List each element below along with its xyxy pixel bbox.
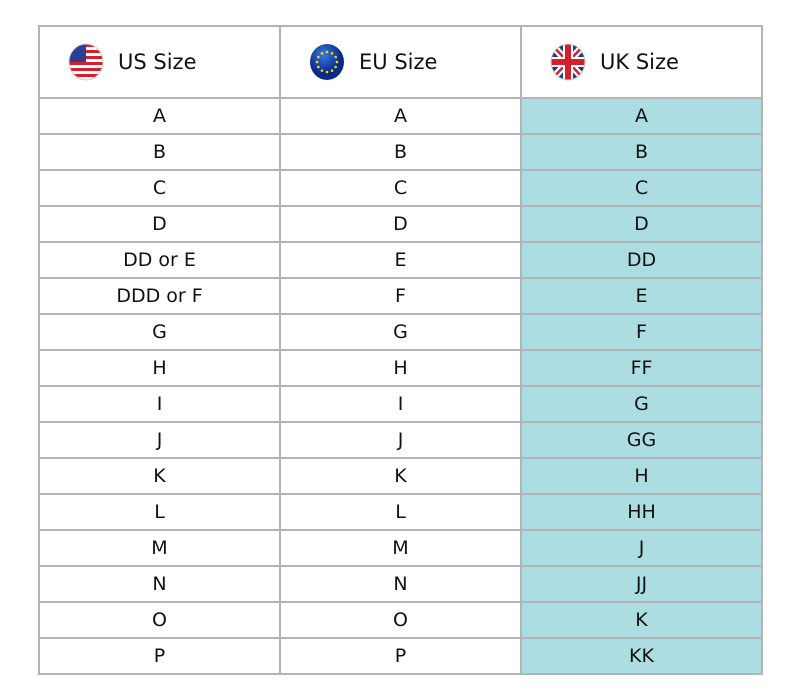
table-row: H H FF xyxy=(38,349,763,387)
eu-size-cell: P xyxy=(279,637,522,675)
eu-size-cell: F xyxy=(279,277,522,315)
eu-size-cell: A xyxy=(279,97,522,135)
table-row: N N JJ xyxy=(38,565,763,603)
us-size-cell: L xyxy=(38,493,281,531)
uk-size-cell: G xyxy=(520,385,763,423)
header-row: US Size EU Size xyxy=(38,25,763,99)
us-size-cell: D xyxy=(38,205,281,243)
us-size-cell: C xyxy=(38,169,281,207)
uk-size-cell: F xyxy=(520,313,763,351)
us-size-cell: DDD or F xyxy=(38,277,281,315)
us-size-cell: O xyxy=(38,601,281,639)
us-size-cell: I xyxy=(38,385,281,423)
uk-size-cell: B xyxy=(520,133,763,171)
eu-size-cell: O xyxy=(279,601,522,639)
uk-size-cell: FF xyxy=(520,349,763,387)
uk-size-cell: H xyxy=(520,457,763,495)
us-size-cell: A xyxy=(38,97,281,135)
us-size-cell: P xyxy=(38,637,281,675)
eu-size-cell: G xyxy=(279,313,522,351)
eu-size-cell: L xyxy=(279,493,522,531)
eu-size-cell: E xyxy=(279,241,522,279)
us-size-cell: J xyxy=(38,421,281,459)
uk-size-cell: GG xyxy=(520,421,763,459)
us-size-cell: N xyxy=(38,565,281,603)
uk-size-cell: JJ xyxy=(520,565,763,603)
header-uk: UK Size xyxy=(520,25,763,99)
uk-size-cell: C xyxy=(520,169,763,207)
eu-size-cell: C xyxy=(279,169,522,207)
uk-size-cell: J xyxy=(520,529,763,567)
size-conversion-table: US Size EU Size xyxy=(38,25,763,675)
us-flag-icon xyxy=(68,43,104,81)
us-size-cell: DD or E xyxy=(38,241,281,279)
header-label: UK Size xyxy=(600,50,679,74)
uk-size-cell: KK xyxy=(520,637,763,675)
uk-size-cell: K xyxy=(520,601,763,639)
eu-size-cell: N xyxy=(279,565,522,603)
header-label: US Size xyxy=(118,50,197,74)
us-size-cell: M xyxy=(38,529,281,567)
eu-size-cell: H xyxy=(279,349,522,387)
uk-flag-icon xyxy=(550,43,586,81)
us-size-cell: G xyxy=(38,313,281,351)
table-row: L L HH xyxy=(38,493,763,531)
eu-size-cell: M xyxy=(279,529,522,567)
eu-size-cell: B xyxy=(279,133,522,171)
header-eu: EU Size xyxy=(279,25,522,99)
uk-size-cell: A xyxy=(520,97,763,135)
eu-flag-icon xyxy=(309,43,345,81)
eu-size-cell: K xyxy=(279,457,522,495)
uk-size-cell: E xyxy=(520,277,763,315)
us-size-cell: B xyxy=(38,133,281,171)
header-us: US Size xyxy=(38,25,281,99)
table-row: DD or E E DD xyxy=(38,241,763,279)
uk-size-cell: DD xyxy=(520,241,763,279)
uk-size-cell: HH xyxy=(520,493,763,531)
table-row: P P KK xyxy=(38,637,763,675)
table-row: J J GG xyxy=(38,421,763,459)
header-label: EU Size xyxy=(359,50,438,74)
uk-size-cell: D xyxy=(520,205,763,243)
us-size-cell: H xyxy=(38,349,281,387)
eu-size-cell: J xyxy=(279,421,522,459)
eu-size-cell: I xyxy=(279,385,522,423)
us-size-cell: K xyxy=(38,457,281,495)
eu-size-cell: D xyxy=(279,205,522,243)
